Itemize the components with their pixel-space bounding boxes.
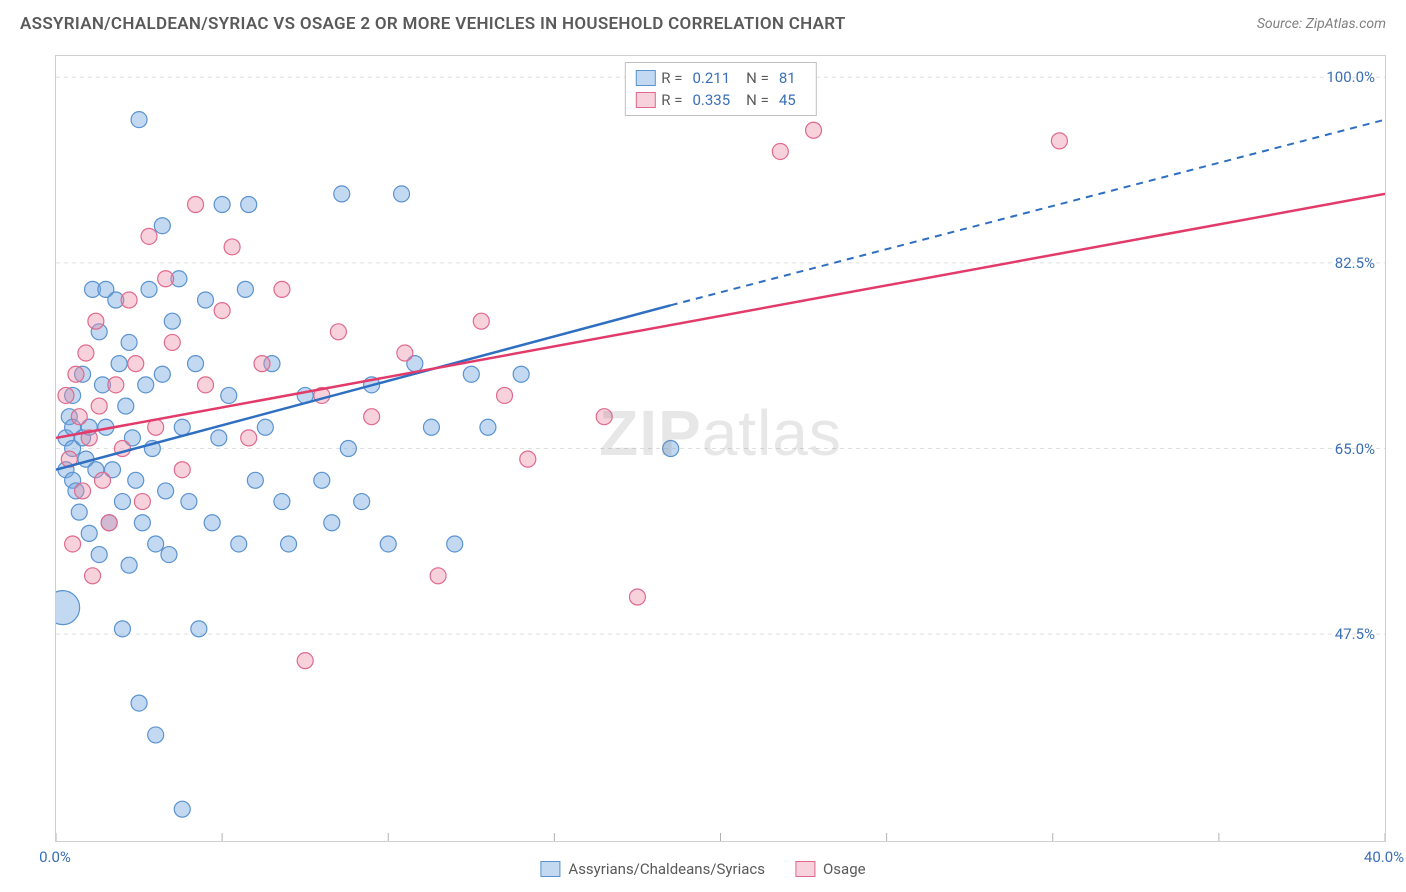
x-tick-label: 40.0% <box>1364 848 1404 866</box>
r-label: R = <box>661 91 682 109</box>
chart-source: Source: ZipAtlas.com <box>1257 16 1386 32</box>
chart-title: ASSYRIAN/CHALDEAN/SYRIAC VS OSAGE 2 OR M… <box>20 14 846 34</box>
swatch-icon <box>540 861 560 877</box>
r-value: 0.335 <box>692 91 730 109</box>
y-tick-label: 47.5% <box>1335 625 1375 643</box>
legend-label: Osage <box>823 860 866 878</box>
y-tick-label: 82.5% <box>1335 254 1375 272</box>
legend-label: Assyrians/Chaldeans/Syriacs <box>568 860 765 878</box>
n-value: 45 <box>779 91 796 109</box>
n-value: 81 <box>779 69 796 87</box>
swatch-icon <box>635 70 655 86</box>
r-label: R = <box>661 69 682 87</box>
swatch-icon <box>795 861 815 877</box>
x-tick-label: 0.0% <box>39 848 71 866</box>
chart-header: ASSYRIAN/CHALDEAN/SYRIAC VS OSAGE 2 OR M… <box>0 0 1406 42</box>
legend-row-assyrian: R = 0.211 N = 81 <box>635 67 805 89</box>
legend-row-osage: R = 0.335 N = 45 <box>635 89 805 111</box>
swatch-icon <box>635 92 655 108</box>
series-legend: Assyrians/Chaldeans/Syriacs Osage <box>540 860 865 878</box>
legend-item-assyrian: Assyrians/Chaldeans/Syriacs <box>540 860 765 878</box>
legend-item-osage: Osage <box>795 860 866 878</box>
chart-container: R = 0.211 N = 81 R = 0.335 N = 45 ZIPatl… <box>55 55 1386 842</box>
y-tick-label: 100.0% <box>1326 68 1375 86</box>
y-tick-label: 65.0% <box>1335 440 1375 458</box>
scatter-plot <box>56 56 1385 841</box>
correlation-legend: R = 0.211 N = 81 R = 0.335 N = 45 <box>624 62 816 116</box>
r-value: 0.211 <box>692 69 730 87</box>
n-label: N = <box>746 69 769 87</box>
n-label: N = <box>746 91 769 109</box>
